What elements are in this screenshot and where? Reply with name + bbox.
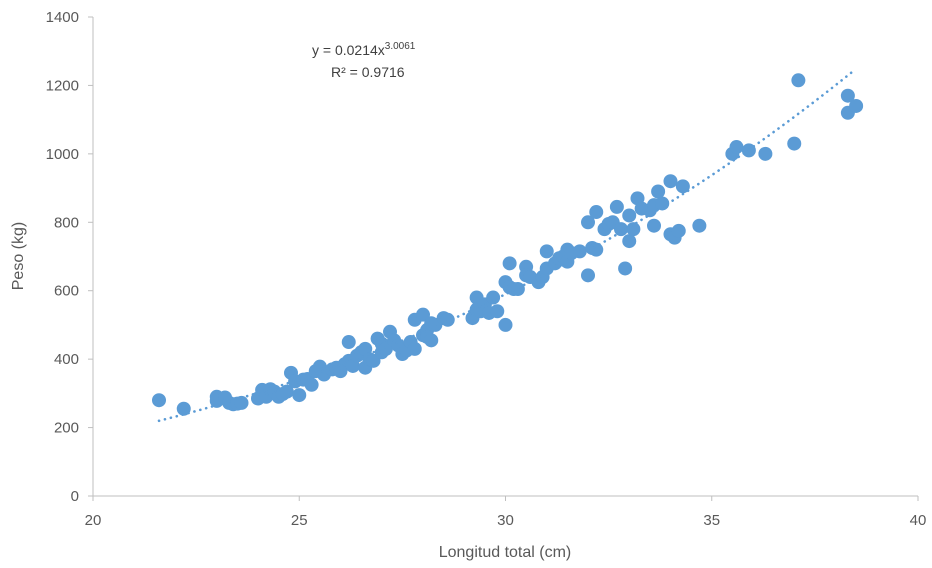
y-tick-label: 0 (71, 488, 79, 505)
data-point (622, 234, 637, 249)
data-point (663, 174, 678, 189)
x-tick-label: 35 (703, 512, 720, 529)
data-point (840, 88, 855, 103)
data-point (609, 199, 624, 214)
x-axis-ticks: 20 25 30 35 40 (85, 496, 927, 529)
data-point (614, 222, 628, 237)
data-point (692, 218, 707, 233)
data-point (791, 73, 806, 88)
y-tick-label: 800 (54, 214, 79, 231)
x-tick-label: 25 (291, 512, 308, 529)
data-point (581, 268, 595, 283)
data-point (581, 215, 595, 230)
data-point (655, 196, 670, 211)
data-point (787, 136, 802, 151)
y-axis-title: Peso (kg) (10, 222, 27, 290)
data-point (675, 179, 690, 194)
y-tick-label: 200 (54, 420, 79, 437)
data-point (510, 282, 525, 297)
data-point (622, 208, 637, 223)
x-tick-label: 30 (497, 512, 514, 529)
trendline-equation: y = 0.0214x3.0061 (312, 41, 416, 58)
x-axis-title: Longitud total (cm) (439, 544, 572, 561)
data-point (729, 140, 744, 155)
data-point (849, 98, 864, 113)
data-point (176, 401, 191, 416)
data-point (486, 290, 501, 305)
trendline-equation-exponent: 3.0061 (385, 41, 416, 52)
data-point (671, 223, 686, 238)
y-tick-label: 1200 (46, 77, 79, 94)
y-tick-label: 400 (54, 351, 79, 368)
data-point (589, 242, 604, 257)
data-point (498, 317, 513, 332)
data-point (424, 333, 439, 348)
trendline (157, 70, 854, 423)
data-point (292, 388, 307, 403)
y-tick-label: 600 (54, 283, 79, 300)
x-tick-label: 40 (910, 512, 927, 529)
data-point (440, 312, 455, 327)
data-point (539, 244, 554, 259)
data-point (152, 393, 166, 408)
data-point (407, 341, 422, 356)
data-point (279, 384, 294, 399)
data-point (502, 256, 517, 271)
data-point (490, 304, 505, 319)
data-point (304, 377, 319, 392)
data-point (572, 244, 587, 259)
y-axis-ticks: 0 200 400 600 800 1000 1200 1400 (46, 9, 93, 505)
y-tick-label: 1000 (46, 146, 79, 163)
y-tick-label: 1400 (46, 9, 79, 26)
data-point (651, 184, 666, 199)
trendline-equation-base: y = 0.0214x (312, 42, 385, 58)
data-point (589, 205, 604, 220)
trendline-r-squared: R² = 0.9716 (331, 64, 405, 80)
data-point (341, 335, 356, 350)
x-tick-label: 20 (85, 512, 102, 529)
data-point (626, 222, 641, 237)
data-point (618, 261, 633, 276)
data-points (152, 73, 864, 416)
data-point (647, 218, 661, 233)
data-point (758, 146, 773, 161)
data-point (234, 395, 249, 410)
